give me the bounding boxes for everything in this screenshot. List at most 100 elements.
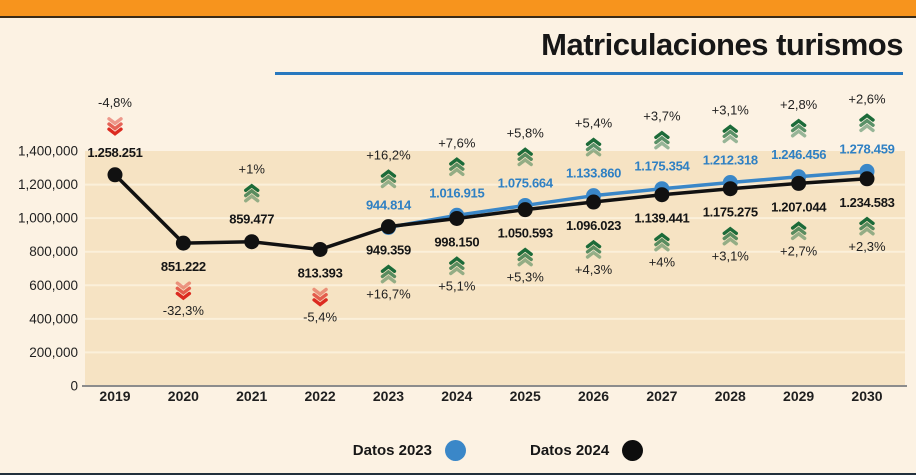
data-point-datos-2024 (791, 175, 807, 191)
data-point-datos-2024 (380, 219, 396, 235)
trend-up-icon (585, 142, 602, 152)
pct-label: +3,1% (712, 249, 750, 264)
pct-label: +1% (239, 162, 266, 177)
data-point-datos-2024 (859, 171, 875, 187)
trend-down-icon (107, 117, 123, 126)
y-tick-label: 1,000,000 (18, 211, 78, 226)
trend-up-icon (449, 256, 465, 265)
pct-label: +4% (649, 255, 676, 270)
pct-label: +2,8% (780, 97, 818, 112)
trend-up-icon (380, 264, 397, 273)
trend-up-icon (380, 174, 397, 183)
trend-up-icon (585, 137, 602, 146)
trend-up-icon (790, 129, 807, 138)
legend-dot-black-icon (622, 440, 644, 461)
trend-up-icon (517, 247, 533, 256)
y-tick-label: 0 (70, 379, 78, 394)
legend-dot-blue-icon (445, 440, 466, 461)
value-label: 1.234.583 (839, 195, 894, 210)
data-point-datos-2024 (244, 234, 260, 250)
x-tick-label: 2026 (578, 388, 609, 404)
x-tick-label: 2029 (783, 388, 814, 404)
plot-area (85, 151, 905, 386)
trend-up-icon (859, 123, 875, 133)
trend-up-icon (585, 147, 602, 157)
bottom-accent-bar (0, 473, 916, 475)
trend-up-icon (722, 226, 738, 236)
value-label: 1.278.459 (839, 141, 894, 156)
trend-up-icon (859, 221, 875, 231)
trend-up-icon (654, 242, 670, 252)
trend-up-icon (790, 221, 807, 230)
x-tick-label: 2030 (851, 388, 882, 404)
y-tick-label: 600,000 (29, 278, 78, 293)
trend-up-icon (790, 226, 807, 235)
y-tick-label: 800,000 (29, 244, 78, 259)
value-label: 813.393 (298, 265, 343, 280)
trend-up-icon (790, 123, 807, 133)
data-point-datos-2024 (107, 167, 123, 183)
pct-label: +5,4% (575, 116, 613, 131)
data-point-datos-2024 (175, 235, 191, 251)
value-label: 1.096.023 (566, 218, 621, 233)
value-label: 1.016.915 (429, 185, 484, 200)
trend-down-icon (312, 298, 328, 307)
trend-up-icon (585, 250, 602, 259)
value-label: 851.222 (161, 259, 206, 274)
pct-label: +2,3% (848, 239, 886, 254)
value-label: 859.477 (229, 212, 274, 227)
series-line-datos-2024 (113, 173, 868, 252)
trend-up-icon (654, 140, 670, 150)
trend-up-icon (654, 232, 670, 242)
trend-up-icon (859, 118, 875, 127)
pct-label: +4,3% (575, 262, 613, 277)
x-tick-label: 2027 (646, 388, 677, 404)
x-tick-label: 2025 (510, 388, 541, 404)
legend-label-datos-2023: Datos 2023 (352, 442, 432, 459)
top-accent-bar (0, 0, 916, 18)
pct-label: -4,8% (98, 95, 132, 110)
pct-label: -32,3% (163, 303, 205, 318)
series-line-datos-2023 (388, 169, 868, 230)
trend-up-icon (654, 237, 670, 247)
chart-legend: Datos 2023 Datos 2024 (40, 440, 916, 461)
value-label: 1.139.441 (634, 211, 689, 226)
value-label: 944.814 (366, 197, 412, 212)
pct-label: +16,2% (366, 147, 411, 162)
pct-label: +5,3% (507, 270, 545, 285)
trend-up-icon (244, 193, 260, 203)
y-tick-label: 400,000 (29, 311, 78, 326)
trend-up-icon (585, 239, 602, 249)
trend-up-icon (380, 179, 397, 189)
trend-up-icon (859, 227, 875, 236)
legend-item-datos-2024: Datos 2024 (530, 440, 644, 461)
trend-up-icon (654, 135, 670, 145)
value-label: 1.075.664 (498, 175, 554, 190)
value-label: 1.207.044 (771, 199, 827, 214)
pct-label: +3,7% (643, 109, 681, 124)
trend-up-icon (380, 169, 397, 178)
trend-up-icon (517, 252, 533, 262)
x-tick-label: 2024 (441, 388, 472, 404)
data-point-datos-2024 (722, 181, 738, 197)
pct-label: +16,7% (366, 287, 411, 302)
trend-up-icon (654, 130, 670, 140)
x-tick-label: 2028 (715, 388, 746, 404)
x-tick-label: 2022 (305, 388, 336, 404)
x-tick-label: 2019 (99, 388, 130, 404)
trend-up-icon (380, 269, 397, 279)
value-label: 1.133.860 (566, 166, 621, 181)
pct-label: +2,7% (780, 243, 818, 258)
data-point-datos-2024 (312, 241, 328, 257)
trend-down-icon (175, 281, 192, 290)
x-tick-label: 2023 (373, 388, 404, 404)
trend-up-icon (517, 152, 533, 161)
trend-up-icon (380, 274, 397, 284)
legend-label-datos-2024: Datos 2024 (530, 442, 610, 459)
value-label: 1.050.593 (498, 226, 553, 241)
trend-up-icon (449, 261, 465, 270)
trend-up-icon (517, 147, 533, 156)
pct-label: +2,6% (848, 91, 886, 106)
trend-up-icon (722, 134, 738, 144)
